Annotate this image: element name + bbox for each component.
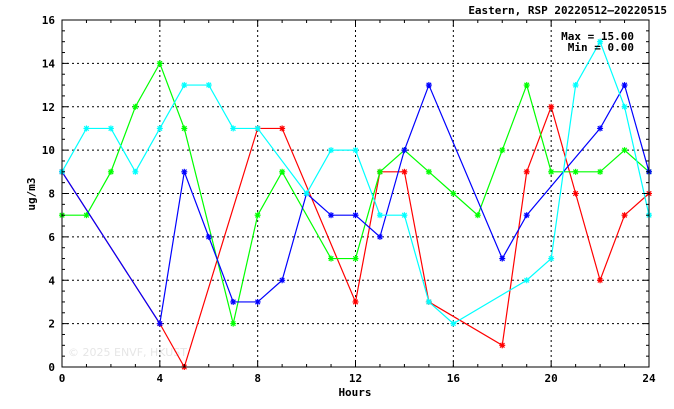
data-point: [279, 277, 286, 284]
series-3: [59, 38, 652, 327]
x-tick-label: 16: [447, 372, 461, 385]
data-point: [597, 38, 604, 45]
data-point: [254, 298, 261, 305]
data-point: [376, 212, 383, 219]
data-point: [156, 60, 163, 67]
data-point: [425, 298, 432, 305]
data-point: [548, 255, 555, 262]
min-label: Min = 0.00: [568, 41, 634, 54]
data-point: [279, 168, 286, 175]
series-line: [61, 40, 650, 325]
y-tick-label: 16: [42, 14, 56, 27]
data-point: [376, 233, 383, 240]
data-point: [621, 147, 628, 154]
x-axis-label: Hours: [338, 386, 371, 399]
data-point: [107, 168, 114, 175]
data-point: [548, 168, 555, 175]
x-tick-label: 8: [254, 372, 261, 385]
data-point: [499, 255, 506, 262]
data-point: [181, 168, 188, 175]
data-point: [132, 103, 139, 110]
data-point: [132, 168, 139, 175]
data-point: [597, 125, 604, 132]
data-point: [523, 82, 530, 89]
data-point: [156, 320, 163, 327]
series-line: [61, 104, 650, 369]
data-point: [303, 190, 310, 197]
data-point: [523, 168, 530, 175]
max-label: Max = 15.00: [561, 30, 634, 43]
data-point: [181, 82, 188, 89]
data-point: [572, 168, 579, 175]
y-tick-label: 2: [48, 318, 55, 331]
y-tick-label: 6: [48, 231, 55, 244]
data-point: [156, 125, 163, 132]
data-point: [230, 298, 237, 305]
data-point: [425, 168, 432, 175]
data-point: [181, 125, 188, 132]
data-point: [523, 277, 530, 284]
data-point: [401, 168, 408, 175]
chart-title: Eastern, RSP 20220512–20220515: [468, 4, 667, 17]
data-point: [230, 125, 237, 132]
data-point: [523, 212, 530, 219]
data-point: [328, 212, 335, 219]
data-point: [352, 255, 359, 262]
data-point: [572, 190, 579, 197]
data-point: [230, 320, 237, 327]
data-point: [205, 82, 212, 89]
data-point: [401, 212, 408, 219]
data-point: [597, 277, 604, 284]
data-point: [254, 212, 261, 219]
data-point: [450, 190, 457, 197]
y-tick-label: 12: [42, 101, 55, 114]
data-point: [376, 168, 383, 175]
data-point: [548, 103, 555, 110]
data-point: [621, 212, 628, 219]
x-tick-label: 12: [349, 372, 362, 385]
data-point: [450, 320, 457, 327]
data-point: [107, 125, 114, 132]
x-tick-label: 20: [545, 372, 558, 385]
x-tick-label: 24: [642, 372, 656, 385]
data-point: [401, 147, 408, 154]
data-point: [83, 212, 90, 219]
y-tick-label: 10: [42, 144, 55, 157]
data-point: [328, 255, 335, 262]
data-point: [597, 168, 604, 175]
data-point: [279, 125, 286, 132]
y-tick-label: 14: [42, 57, 56, 70]
data-point: [352, 147, 359, 154]
data-point: [352, 298, 359, 305]
data-point: [328, 147, 335, 154]
data-point: [474, 212, 481, 219]
data-point: [254, 125, 261, 132]
series-line: [62, 61, 650, 324]
data-point: [621, 82, 628, 89]
y-tick-label: 0: [48, 361, 55, 374]
watermark: © 2025 ENVF, HKUST: [68, 346, 187, 359]
data-point: [205, 233, 212, 240]
data-point: [499, 147, 506, 154]
data-series: [59, 38, 652, 370]
data-point: [425, 82, 432, 89]
y-axis-label: ug/m3: [25, 177, 38, 210]
y-tick-label: 8: [48, 188, 55, 201]
data-point: [83, 125, 90, 132]
series-2: [59, 82, 652, 327]
x-tick-label: 0: [59, 372, 66, 385]
x-tick-label: 4: [157, 372, 164, 385]
data-point: [572, 82, 579, 89]
plot-frame: [61, 19, 650, 368]
data-point: [621, 103, 628, 110]
grid-lines: [62, 20, 649, 367]
data-point: [499, 342, 506, 349]
data-point: [352, 212, 359, 219]
series-line: [61, 83, 650, 326]
y-tick-label: 4: [48, 274, 55, 287]
series-1: [59, 60, 652, 327]
